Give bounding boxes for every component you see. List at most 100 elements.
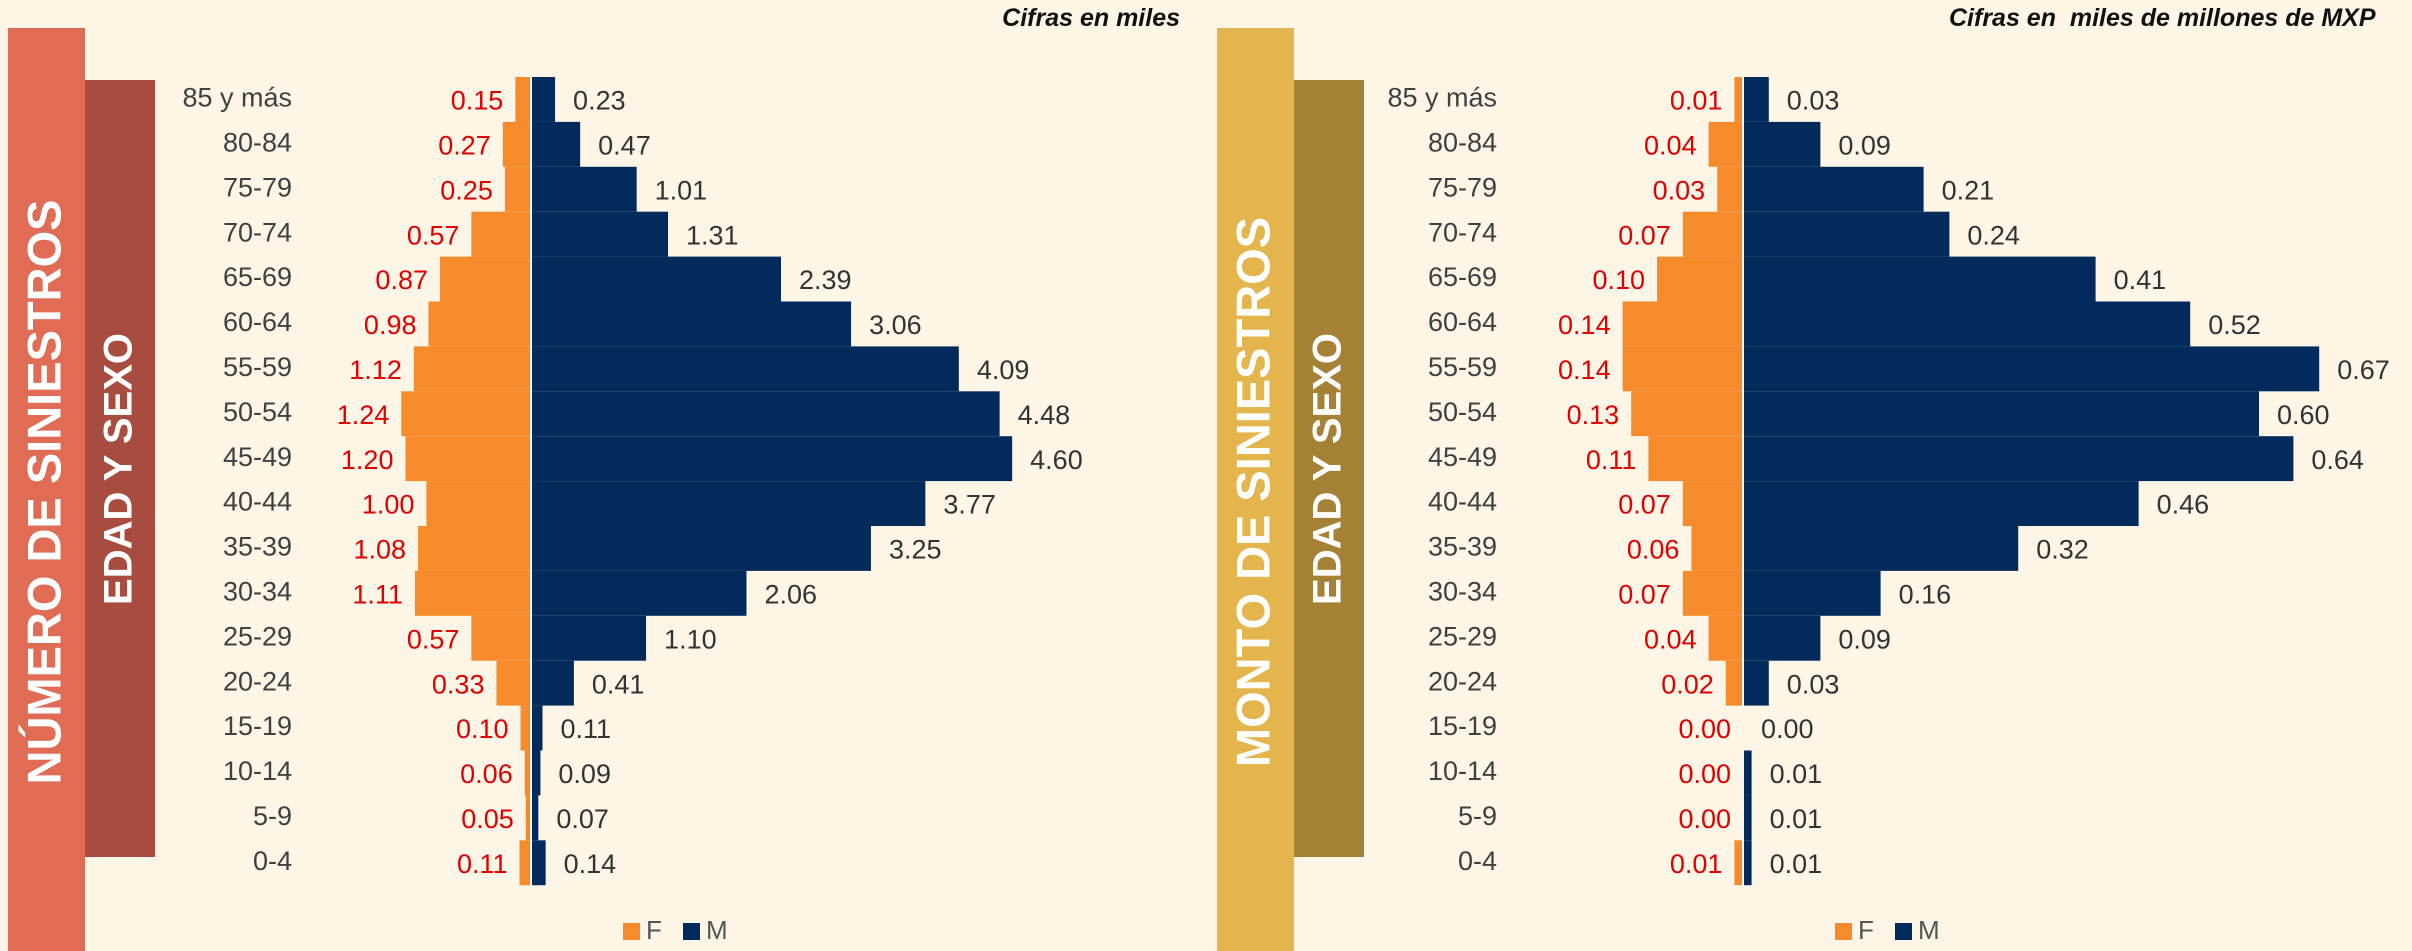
category-label: 55-59 [1428, 352, 1497, 382]
bar [504, 166, 531, 212]
bar [405, 436, 531, 482]
bar [531, 301, 852, 347]
data-label: 0.00 [1678, 714, 1731, 744]
data-label: 0.46 [2157, 490, 2210, 520]
bar [515, 77, 531, 122]
note: Cifras en miles [1002, 4, 1180, 32]
data-label: 0.52 [2208, 310, 2261, 340]
category-label: 65-69 [223, 262, 292, 292]
legend-swatch [623, 923, 640, 940]
bar [531, 166, 637, 212]
legend-label: F [1858, 915, 1874, 945]
bar [1743, 77, 1769, 122]
legend-label: F [646, 915, 662, 945]
data-label: 0.07 [1618, 579, 1671, 609]
bar [1717, 166, 1743, 212]
bar [414, 570, 531, 616]
data-label: 0.15 [451, 86, 504, 116]
data-label: 3.25 [889, 535, 942, 565]
category-label: 25-29 [223, 621, 292, 651]
bar [531, 705, 543, 751]
data-label: 0.05 [461, 804, 514, 834]
side-band [8, 28, 85, 951]
category-label: 80-84 [223, 127, 292, 157]
bar [1682, 481, 1743, 526]
data-label: 0.64 [2311, 445, 2364, 475]
data-label: 0.01 [1770, 804, 1823, 834]
category-label: 0-4 [253, 846, 292, 876]
side-band-inner [85, 80, 155, 857]
data-label: 0.47 [598, 130, 651, 160]
data-label: 4.48 [1018, 400, 1071, 430]
data-label: 0.14 [1558, 355, 1611, 385]
data-label: 0.25 [440, 175, 493, 205]
bar [1682, 211, 1743, 257]
bar [401, 391, 531, 437]
bar [1743, 121, 1821, 167]
data-label: 0.14 [564, 849, 617, 879]
data-label: 0.06 [1627, 535, 1680, 565]
legend-swatch [1895, 923, 1912, 940]
bar [439, 256, 531, 302]
category-label: 0-4 [1458, 846, 1497, 876]
bar [1743, 256, 2096, 302]
side-band-inner [1294, 80, 1364, 857]
data-label: 2.06 [764, 579, 817, 609]
bar [1622, 346, 1743, 392]
bar [471, 211, 531, 257]
category-label: 5-9 [253, 801, 292, 831]
bar [520, 705, 531, 751]
bar [426, 481, 531, 526]
bar [525, 795, 531, 841]
data-label: 0.14 [1558, 310, 1611, 340]
data-label: 1.11 [352, 579, 403, 609]
category-label: 55-59 [223, 352, 292, 382]
bar [1743, 795, 1752, 841]
data-label: 1.20 [341, 445, 394, 475]
data-label: 0.00 [1678, 804, 1731, 834]
side-subtitle: EDAD Y SEXO [97, 333, 141, 605]
data-label: 0.01 [1770, 759, 1823, 789]
data-label: 0.00 [1678, 759, 1731, 789]
bar [1743, 211, 1950, 257]
legend-swatch [1835, 923, 1852, 940]
data-label: 0.33 [432, 669, 485, 699]
data-label: 0.07 [1618, 490, 1671, 520]
data-label: 4.60 [1030, 445, 1083, 475]
bar [1734, 840, 1743, 886]
category-label: 40-44 [1428, 487, 1497, 517]
data-label: 0.27 [438, 130, 491, 160]
bar [413, 346, 531, 392]
category-label: 45-49 [223, 442, 292, 472]
bar [519, 840, 531, 886]
bar [1708, 121, 1743, 167]
bar [1708, 615, 1743, 661]
data-label: 0.10 [456, 714, 509, 744]
data-label: 0.01 [1670, 849, 1723, 879]
category-label: 45-49 [1428, 442, 1497, 472]
data-label: 3.06 [869, 310, 922, 340]
bar [531, 346, 959, 392]
bar [1743, 570, 1881, 616]
data-label: 0.01 [1770, 849, 1823, 879]
side-title: MONTO DE SINIESTROS [1226, 217, 1279, 767]
category-label: 70-74 [1428, 217, 1497, 247]
data-label: 0.07 [1618, 220, 1671, 250]
category-label: 10-14 [223, 756, 292, 786]
data-label: 0.24 [1967, 220, 2020, 250]
data-label: 0.13 [1567, 400, 1620, 430]
side-band [1217, 28, 1294, 951]
bar [1743, 436, 2294, 482]
category-label: 30-34 [1428, 576, 1497, 606]
data-label: 0.07 [556, 804, 609, 834]
data-label: 4.09 [977, 355, 1030, 385]
bar [471, 615, 531, 661]
side-title: NÚMERO DE SINIESTROS [17, 200, 70, 785]
bar [1743, 481, 2139, 526]
category-label: 70-74 [223, 217, 292, 247]
data-label: 0.41 [2114, 265, 2167, 295]
bar [1657, 256, 1743, 302]
bar [1743, 346, 2320, 392]
data-label: 0.21 [1942, 175, 1995, 205]
